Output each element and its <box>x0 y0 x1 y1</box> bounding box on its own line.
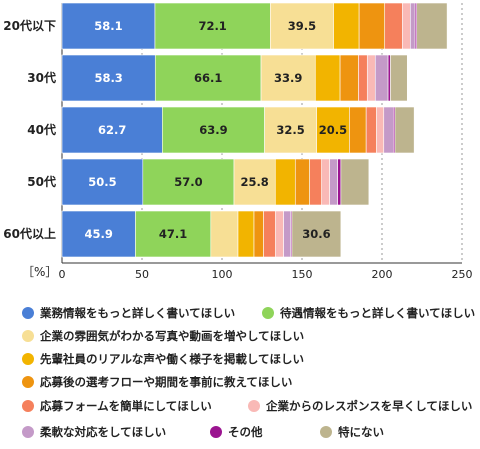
legend-label: 企業の雰囲気がわかる写真や動画を増やしてほしい <box>40 329 305 343</box>
legend-swatch <box>22 330 34 342</box>
bar-segment <box>135 210 212 258</box>
bar-segment <box>374 54 389 102</box>
bar-segment <box>416 2 448 50</box>
bar-segment <box>349 106 367 154</box>
bar-segment <box>154 2 271 50</box>
legend-swatch <box>22 376 34 388</box>
bar-segment <box>61 54 156 102</box>
legend-swatch <box>210 426 222 438</box>
bar-segment <box>410 2 416 50</box>
x-tick-label: 250 <box>452 268 473 281</box>
bar-segment <box>337 158 342 206</box>
bar-segment <box>61 2 156 50</box>
legend-swatch <box>248 400 260 412</box>
bar-segment <box>142 158 235 206</box>
data-label: 66.1 <box>194 71 222 85</box>
data-label: 25.8 <box>240 175 268 189</box>
bar-segment <box>333 2 360 50</box>
x-tick-label: 150 <box>292 268 313 281</box>
data-label: 57.0 <box>174 175 202 189</box>
category-label: 50代 <box>27 174 56 189</box>
data-label: 58.3 <box>94 71 122 85</box>
bar-segment <box>237 210 255 258</box>
x-tick-label: 0 <box>59 268 66 281</box>
bar-segment <box>263 210 276 258</box>
legend-label: 応募フォームを簡単にしてほしい <box>40 399 212 413</box>
bar-segment <box>329 158 338 206</box>
category-label: 30代 <box>27 70 56 85</box>
legend-label: 待遇情報をもっと詳しく書いてほしい <box>280 306 476 320</box>
bar-segment <box>309 158 322 206</box>
bar-segment <box>339 54 359 102</box>
bar-segment <box>365 106 377 154</box>
bar-segment <box>61 158 144 206</box>
bar-segment <box>264 106 317 154</box>
legend-label: 先輩社員のリアルな声や働く様子を掲載してほしい <box>40 352 305 366</box>
x-tick-label: 200 <box>372 268 393 281</box>
bar-segment <box>358 2 386 50</box>
data-label: 50.5 <box>88 175 116 189</box>
legend-label: 業務情報をもっと詳しく書いてほしい <box>40 306 236 320</box>
data-label: 72.1 <box>198 19 226 33</box>
bar-segment <box>402 2 411 50</box>
unit-label: ［%］ <box>22 265 57 279</box>
bar-segment <box>210 210 239 258</box>
data-label: 47.1 <box>159 227 187 241</box>
legend-label: 企業からのレスポンスを早くしてほしい <box>266 399 473 413</box>
bar-segment <box>376 106 385 154</box>
legend-label: その他 <box>228 425 263 439</box>
legend-swatch <box>22 426 34 438</box>
bar-segment <box>358 54 368 102</box>
bar-segment <box>340 158 370 206</box>
data-label: 32.5 <box>276 123 304 137</box>
bar-segment <box>384 2 403 50</box>
legend-swatch <box>22 353 34 365</box>
stacked-bar-chart: 58.1 72.1 39.5 58.3 66.1 33.9 62.7 63.9 32.5 20.5… <box>3 2 473 281</box>
data-label: 39.5 <box>288 19 316 33</box>
x-tick-label: 50 <box>135 268 149 281</box>
data-label: 58.1 <box>94 19 122 33</box>
legend-swatch <box>22 400 34 412</box>
bar-segment <box>387 54 391 102</box>
bar-segment <box>61 210 136 258</box>
data-label: 20.5 <box>319 123 347 137</box>
category-label: 40代 <box>27 122 56 137</box>
bar-segment <box>260 54 316 102</box>
bar-segment <box>394 106 415 154</box>
bar-segment <box>274 158 296 206</box>
bar-segment <box>321 158 330 206</box>
bar-segment <box>383 106 394 154</box>
bar-segment <box>162 106 265 154</box>
legend-swatch <box>320 426 332 438</box>
legend-label: 特にない <box>338 425 384 439</box>
bar-segment <box>366 54 376 102</box>
legend-swatch <box>22 307 34 319</box>
category-label: 20代以下 <box>3 18 56 33</box>
bar-segment <box>291 210 342 258</box>
bar-segment <box>390 54 408 102</box>
legend-swatch <box>262 307 274 319</box>
bar-segment <box>283 210 292 258</box>
data-label: 45.9 <box>85 227 113 241</box>
data-label: 63.9 <box>199 123 227 137</box>
bar-segment <box>314 54 341 102</box>
category-label: 60代以上 <box>3 226 56 241</box>
legend: 業務情報をもっと詳しく書いてほしい 待遇情報をもっと詳しく書いてほしい企業の雰囲気… <box>0 300 480 449</box>
data-label: 33.9 <box>274 71 302 85</box>
bar-segment <box>294 158 310 206</box>
bar-segment <box>154 54 262 102</box>
data-label: 62.7 <box>98 123 126 137</box>
data-label: 30.6 <box>302 227 330 241</box>
bar-segment <box>253 210 264 258</box>
bar-segment <box>275 210 284 258</box>
x-tick-label: 100 <box>212 268 233 281</box>
legend-label: 応募後の選考フローや期間を事前に教えてほしい <box>40 375 293 389</box>
legend-label: 柔軟な対応をしてほしい <box>40 425 167 439</box>
